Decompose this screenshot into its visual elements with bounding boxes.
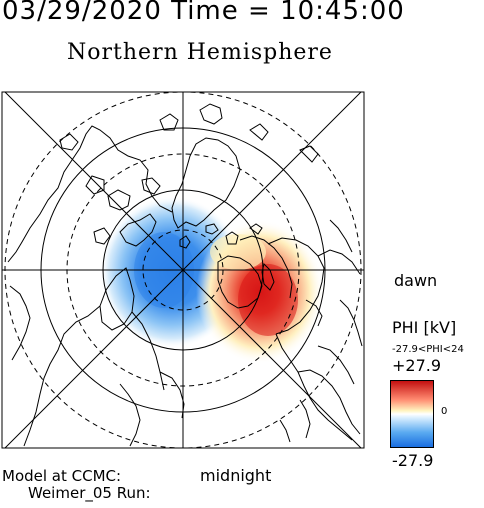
positive-halo: [210, 234, 266, 270]
hemisphere-title: Northern Hemisphere: [67, 40, 333, 65]
timestamp-title: 03/29/2020 Time = 10:45:00: [2, 0, 405, 26]
coastlines: [7, 103, 363, 447]
map-frame-border: [1, 91, 365, 449]
colorbar: [390, 380, 434, 448]
positive-potential-core: [238, 264, 298, 336]
colorbar-range-text: -27.9<PHI<24: [392, 344, 464, 355]
dawn-label: dawn: [394, 271, 438, 290]
midnight-label: midnight: [200, 466, 272, 485]
colorbar-title: PHI [kV]: [392, 318, 457, 337]
colorbar-zero-label: 0: [441, 406, 448, 417]
model-credit-line1: Model at CCMC:: [2, 467, 122, 485]
colorbar-max-label: +27.9: [392, 356, 442, 375]
model-credit-line2: Weimer_05 Run:: [28, 484, 151, 502]
colorbar-min-label: -27.9: [392, 451, 434, 470]
